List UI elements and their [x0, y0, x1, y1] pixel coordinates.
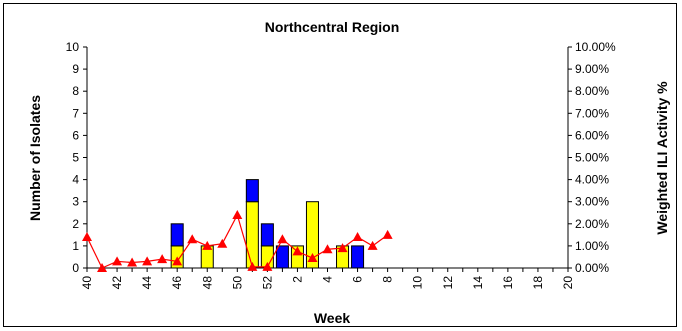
y-axis-title: Number of Isolates — [27, 95, 43, 221]
ili-point — [382, 229, 393, 239]
ili-point — [292, 246, 303, 256]
y2-tick-label: 5.00% — [575, 151, 609, 165]
x-tick-label: 52 — [260, 276, 274, 290]
x-tick-label: 2 — [290, 276, 304, 283]
ili-point — [352, 232, 363, 242]
ili-point — [142, 256, 153, 266]
chart-title: Northcentral Region — [265, 19, 400, 35]
ili-point — [277, 234, 288, 244]
ili-point — [172, 256, 183, 266]
chart-frame — [3, 3, 677, 327]
y-tick-label: 0 — [72, 261, 79, 275]
ili-point — [262, 261, 273, 271]
y2-tick-label: 4.00% — [575, 173, 609, 187]
ili-point — [157, 254, 168, 264]
bar-yellow — [290, 245, 304, 269]
bar-blue — [170, 223, 184, 247]
bar-blue — [275, 245, 289, 269]
y-tick-label: 5 — [72, 151, 79, 165]
y2-axis-title: Weighted ILI Activity % — [654, 81, 670, 235]
ili-point — [82, 232, 92, 242]
x-tick-label: 4 — [321, 276, 335, 283]
bar-blue — [351, 245, 365, 269]
y-tick-label: 3 — [72, 195, 79, 209]
bar-yellow — [305, 201, 319, 269]
x-tick-label: 40 — [80, 276, 94, 290]
x-tick-label: 50 — [230, 276, 244, 290]
y-tick-label: 6 — [72, 128, 79, 142]
x-tick-label: 18 — [531, 276, 545, 290]
ili-point — [247, 261, 258, 271]
y-tick-label: 1 — [72, 239, 79, 253]
ili-point — [307, 253, 318, 263]
ili-point — [232, 209, 243, 219]
y2-tick-label: 9.00% — [575, 62, 609, 76]
bar-blue — [245, 179, 259, 203]
ili-point — [127, 257, 138, 267]
y2-tick-label: 0.00% — [575, 261, 609, 275]
ili-point — [217, 238, 228, 248]
y-tick-label: 7 — [72, 106, 79, 120]
bar-yellow — [245, 201, 259, 269]
y2-tick-label: 2.00% — [575, 217, 609, 231]
x-tick-label: 44 — [140, 276, 154, 290]
ili-point — [112, 256, 123, 266]
x-tick-label: 16 — [501, 276, 515, 290]
x-tick-label: 48 — [200, 276, 214, 290]
x-tick-label: 20 — [561, 276, 575, 290]
y-tick-label: 4 — [72, 173, 79, 187]
y-tick-label: 10 — [66, 40, 80, 54]
plot-area: 0123456789100.00%1.00%2.00%3.00%4.00%5.0… — [66, 40, 616, 289]
x-tick-label: 42 — [110, 276, 124, 290]
ili-point — [337, 243, 348, 253]
x-tick-label: 14 — [471, 276, 485, 290]
y2-tick-label: 10.00% — [575, 40, 616, 54]
x-tick-label: 10 — [411, 276, 425, 290]
y-tick-label: 9 — [72, 62, 79, 76]
ili-point — [97, 263, 108, 272]
x-tick-label: 12 — [441, 276, 455, 290]
x-axis-title: Week — [314, 310, 351, 326]
ili-point — [367, 240, 378, 250]
y2-tick-label: 7.00% — [575, 106, 609, 120]
y2-tick-label: 3.00% — [575, 195, 609, 209]
y2-tick-label: 8.00% — [575, 84, 609, 98]
y2-tick-label: 1.00% — [575, 239, 609, 253]
ili-point — [202, 240, 213, 250]
bar-blue — [260, 223, 274, 247]
ili-point — [322, 244, 333, 254]
y-tick-label: 8 — [72, 84, 79, 98]
x-tick-label: 8 — [381, 276, 395, 283]
y-tick-label: 2 — [72, 217, 79, 231]
ili-point — [187, 234, 198, 244]
y2-tick-label: 6.00% — [575, 128, 609, 142]
x-tick-label: 6 — [351, 276, 365, 283]
x-tick-label: 46 — [170, 276, 184, 290]
